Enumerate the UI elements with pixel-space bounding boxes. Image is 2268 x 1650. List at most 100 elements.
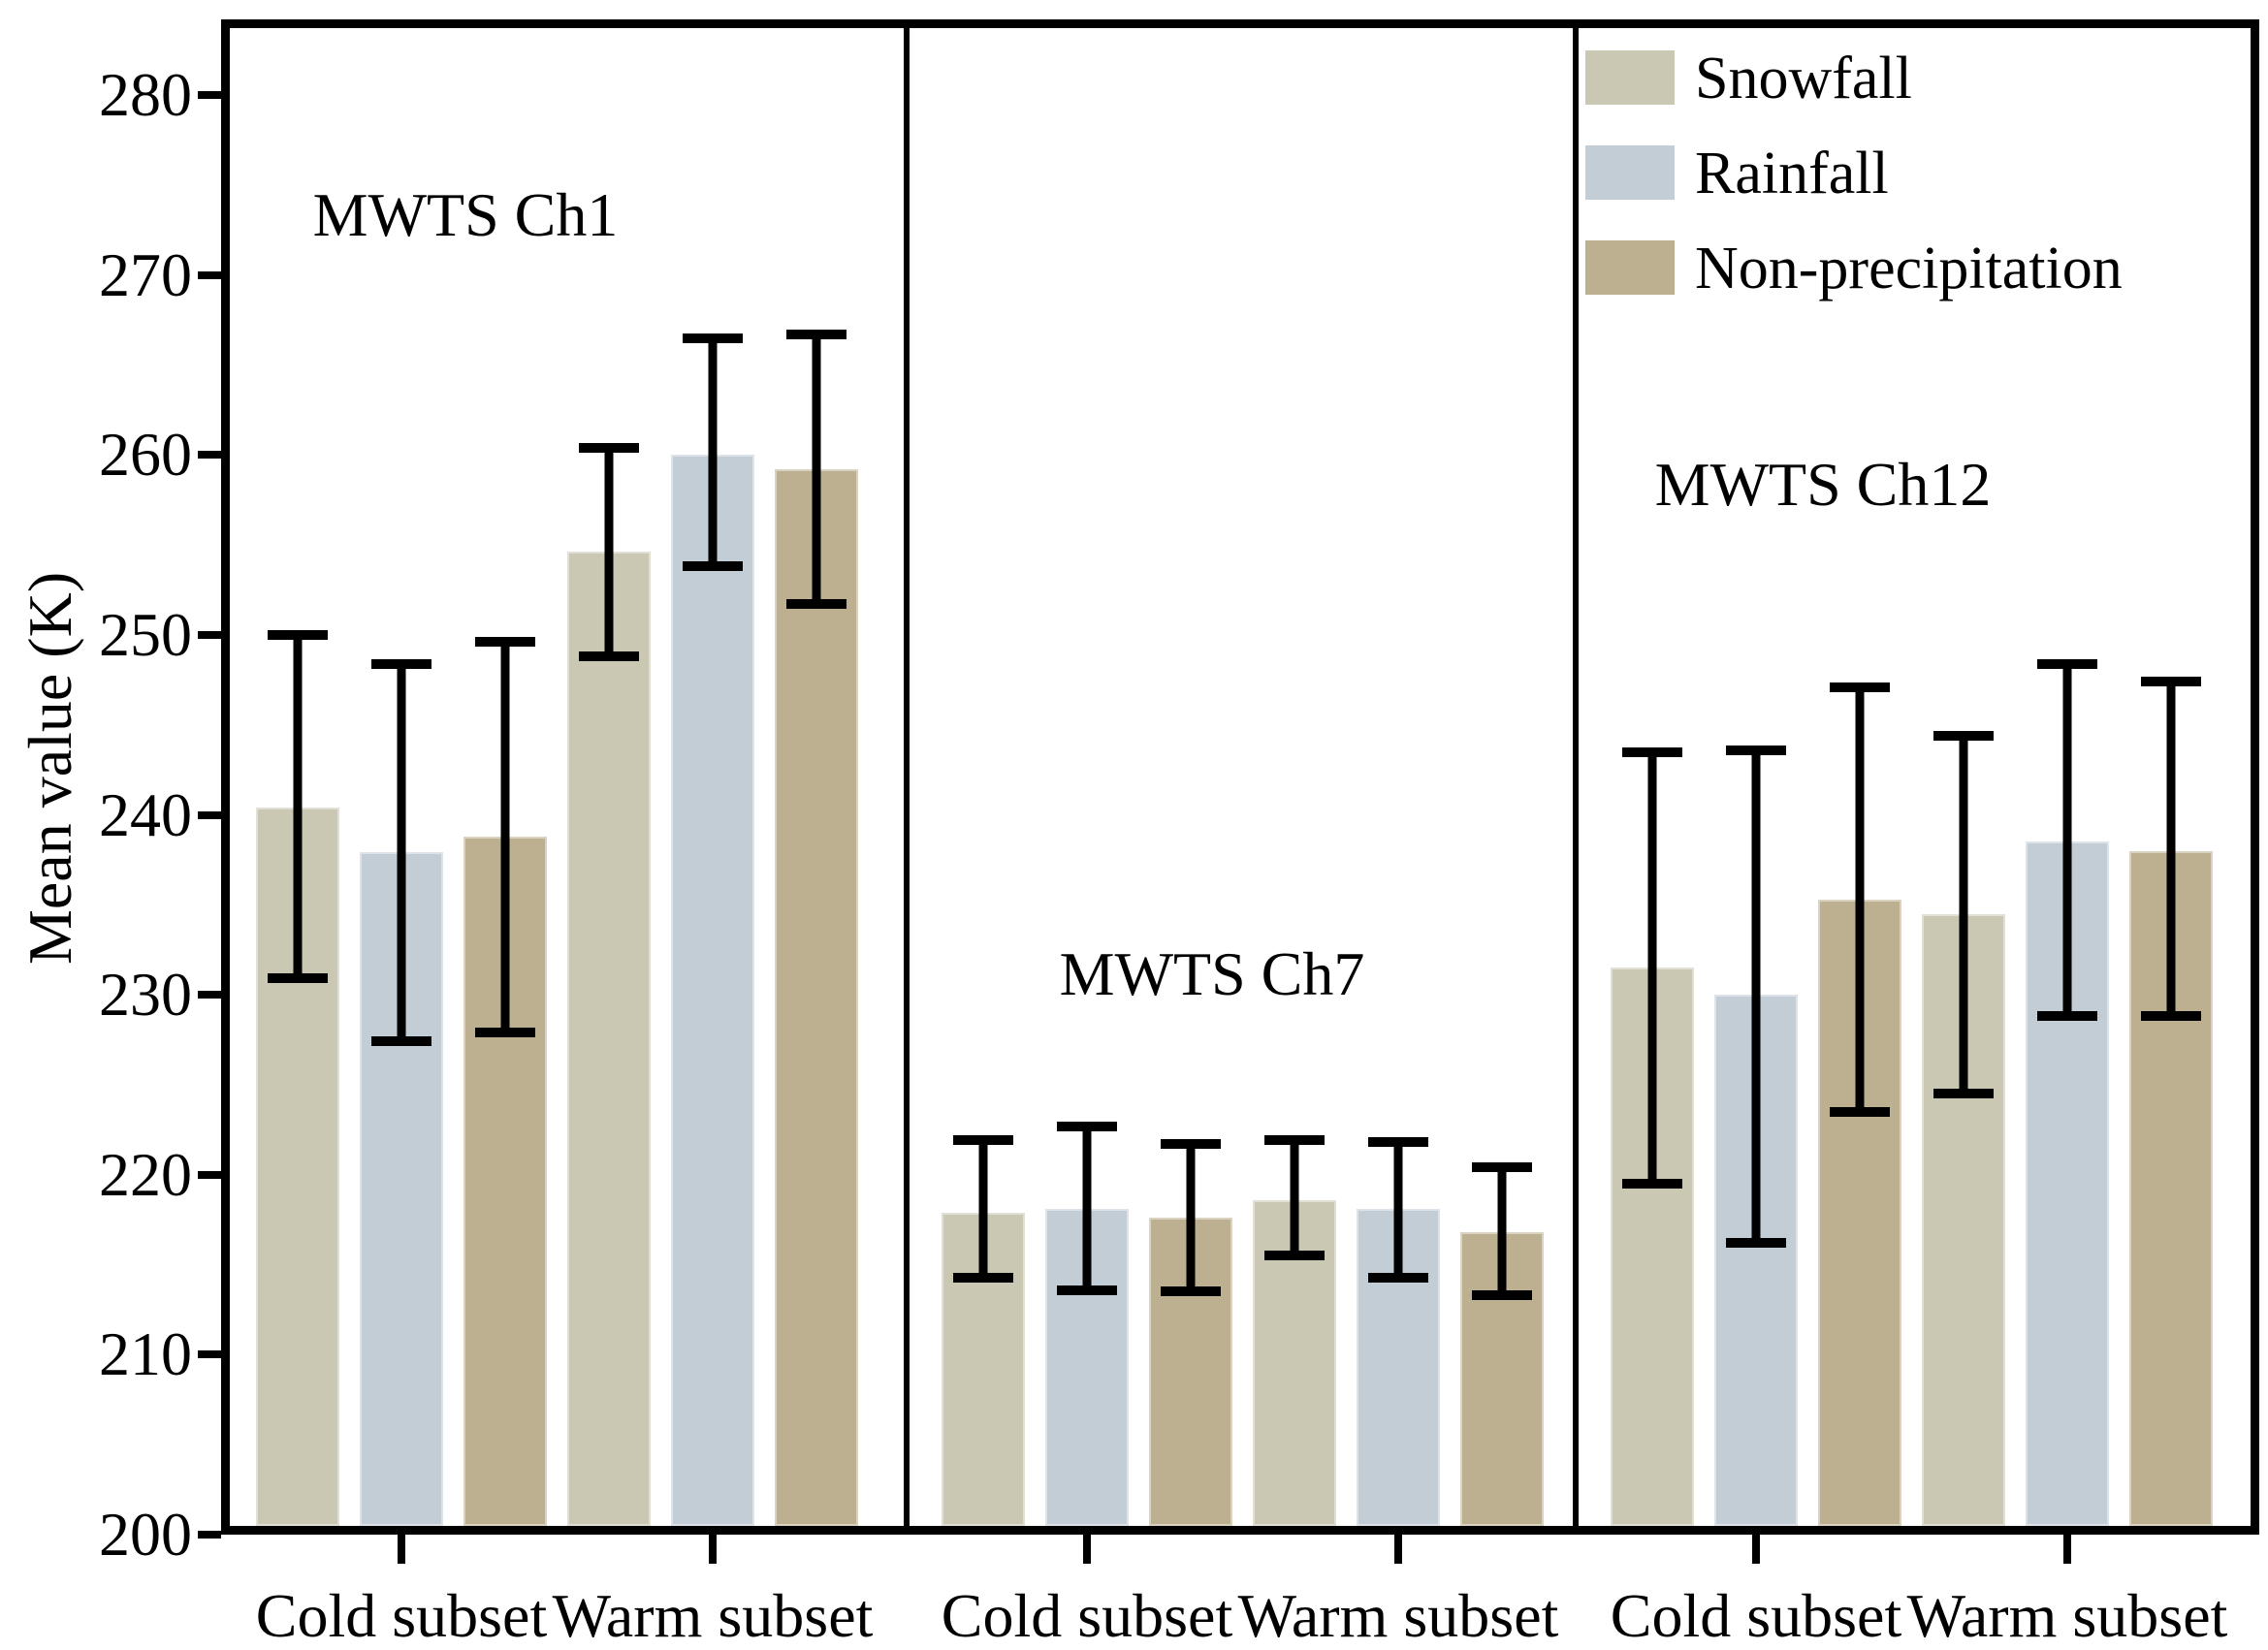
error-bar-cap-top bbox=[1057, 1121, 1117, 1131]
panel-separator bbox=[1573, 19, 1579, 1535]
y-tick-mark bbox=[198, 91, 221, 99]
x-tick-label: Cold subset bbox=[941, 1581, 1233, 1650]
panel-title: MWTS Ch7 bbox=[1059, 939, 1365, 1008]
y-tick-label: 280 bbox=[99, 60, 192, 129]
legend-swatch-rainfall bbox=[1585, 145, 1675, 200]
x-tick-label: Warm subset bbox=[1906, 1581, 2228, 1650]
error-bar-cap-top bbox=[1830, 682, 1890, 692]
x-tick-mark bbox=[398, 1535, 405, 1564]
error-bar-cap-top bbox=[1472, 1162, 1532, 1173]
error-bar-line bbox=[812, 333, 821, 605]
x-tick-mark bbox=[1394, 1535, 1402, 1564]
x-tick-label: Warm subset bbox=[1237, 1581, 1559, 1650]
legend-swatch-non-precipitation bbox=[1585, 240, 1675, 295]
y-tick-label: 260 bbox=[99, 420, 192, 490]
error-bar-cap-bottom bbox=[1830, 1106, 1890, 1117]
error-bar-cap-bottom bbox=[1472, 1290, 1532, 1301]
error-bar-cap-top bbox=[371, 658, 431, 669]
y-tick-label: 250 bbox=[99, 599, 192, 669]
error-bar-line bbox=[1393, 1142, 1403, 1278]
error-bar-line bbox=[397, 663, 406, 1042]
y-tick-label: 210 bbox=[99, 1319, 192, 1389]
error-bar-cap-top bbox=[1622, 746, 1682, 757]
panel-title: MWTS Ch1 bbox=[312, 180, 619, 249]
error-bar-cap-top bbox=[1726, 745, 1786, 755]
error-bar-cap-bottom bbox=[579, 651, 639, 662]
error-bar-cap-top bbox=[786, 329, 847, 339]
error-bar-cap-bottom bbox=[683, 561, 743, 572]
error-bar-cap-bottom bbox=[953, 1272, 1013, 1283]
error-bar-line bbox=[2166, 682, 2176, 1017]
error-bar-cap-top bbox=[1264, 1135, 1325, 1146]
error-bar-cap-top bbox=[2037, 658, 2097, 669]
error-bar-line bbox=[978, 1140, 988, 1278]
legend-swatch-snowfall bbox=[1585, 50, 1675, 105]
error-bar-cap-bottom bbox=[786, 599, 847, 610]
error-bar-cap-bottom bbox=[475, 1028, 535, 1038]
plot-frame bbox=[221, 19, 2259, 1535]
y-tick-label: 270 bbox=[99, 239, 192, 309]
x-tick-mark bbox=[709, 1535, 717, 1564]
y-tick-mark bbox=[198, 1170, 221, 1179]
error-bar-line bbox=[1497, 1167, 1507, 1296]
error-bar-cap-top bbox=[1933, 730, 1994, 741]
bar-snowfall-warm bbox=[567, 552, 651, 1526]
error-bar-line bbox=[1082, 1126, 1092, 1290]
error-bar-line bbox=[500, 642, 510, 1033]
error-bar-cap-top bbox=[1161, 1139, 1221, 1150]
error-bar-cap-top bbox=[475, 637, 535, 648]
error-bar-line bbox=[708, 337, 718, 567]
x-tick-label: Cold subset bbox=[1610, 1581, 1902, 1650]
error-bar-cap-bottom bbox=[1161, 1286, 1221, 1297]
error-bar-line bbox=[1290, 1140, 1299, 1256]
x-tick-mark bbox=[1752, 1535, 1760, 1564]
x-tick-mark bbox=[2063, 1535, 2071, 1564]
error-bar-line bbox=[1751, 749, 1761, 1244]
y-tick-label: 200 bbox=[99, 1500, 192, 1569]
legend-label: Non-precipitation bbox=[1695, 236, 2123, 301]
bar-non-precipitation-warm bbox=[775, 469, 858, 1526]
error-bar-line bbox=[1647, 751, 1657, 1185]
x-tick-mark bbox=[1083, 1535, 1091, 1564]
error-bar-line bbox=[293, 634, 303, 979]
panel-separator bbox=[904, 19, 910, 1535]
y-tick-mark bbox=[198, 451, 221, 460]
error-bar-cap-bottom bbox=[268, 973, 328, 984]
y-tick-mark bbox=[198, 810, 221, 819]
error-bar-line bbox=[604, 447, 614, 657]
error-bar-cap-bottom bbox=[1264, 1251, 1325, 1261]
error-bar-cap-bottom bbox=[1726, 1238, 1786, 1249]
error-bar-cap-top bbox=[683, 333, 743, 343]
panel-title: MWTS Ch12 bbox=[1654, 450, 1992, 519]
y-tick-label: 240 bbox=[99, 779, 192, 849]
error-bar-cap-bottom bbox=[1368, 1272, 1428, 1283]
error-bar-cap-bottom bbox=[371, 1036, 431, 1047]
error-bar-cap-top bbox=[953, 1135, 1013, 1146]
error-bar-cap-bottom bbox=[2037, 1011, 2097, 1022]
y-tick-mark bbox=[198, 991, 221, 1000]
error-bar-cap-bottom bbox=[1933, 1089, 1994, 1099]
x-tick-label: Warm subset bbox=[552, 1581, 874, 1650]
error-bar-line bbox=[1959, 735, 1968, 1095]
bar-snowfall-cold bbox=[256, 808, 339, 1526]
error-bar-cap-top bbox=[2141, 677, 2201, 687]
y-tick-mark bbox=[198, 1350, 221, 1359]
y-axis-title: Mean value (K) bbox=[16, 571, 84, 965]
y-tick-label: 230 bbox=[99, 960, 192, 1030]
y-tick-label: 220 bbox=[99, 1139, 192, 1209]
x-tick-label: Cold subset bbox=[255, 1581, 548, 1650]
error-bar-cap-top bbox=[579, 442, 639, 453]
legend-label: Snowfall bbox=[1695, 46, 1912, 111]
legend-label: Rainfall bbox=[1695, 141, 1889, 206]
error-bar-line bbox=[2062, 663, 2072, 1017]
error-bar-cap-bottom bbox=[2141, 1011, 2201, 1022]
bar-non-precipitation-cold bbox=[463, 836, 547, 1526]
y-tick-mark bbox=[198, 630, 221, 639]
error-bar-line bbox=[1186, 1144, 1196, 1292]
error-bar-cap-bottom bbox=[1622, 1179, 1682, 1190]
error-bar-line bbox=[1855, 686, 1865, 1112]
bar-rainfall-warm bbox=[671, 455, 754, 1526]
error-bar-cap-top bbox=[268, 629, 328, 640]
y-tick-mark bbox=[198, 270, 221, 279]
